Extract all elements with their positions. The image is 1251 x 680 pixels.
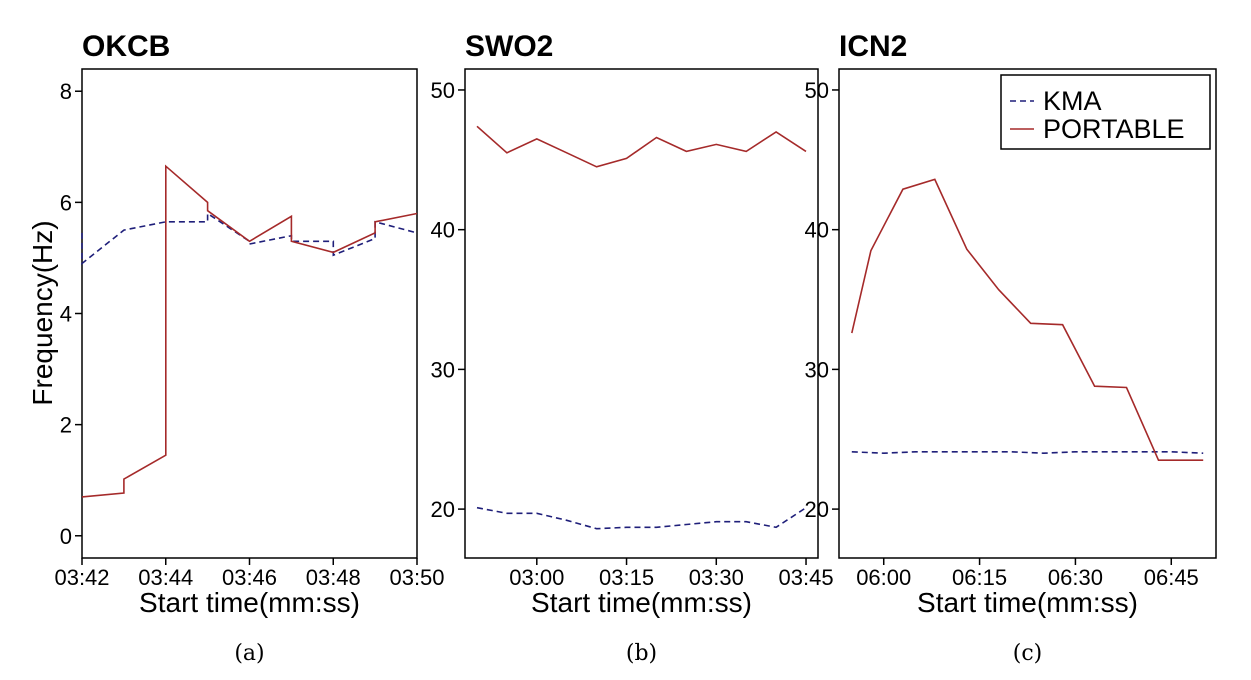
x-axis-label: Start time(mm:ss)	[139, 587, 360, 618]
x-tick-label: 06:45	[1144, 565, 1199, 590]
y-tick-label: 0	[60, 524, 72, 549]
y-tick-label: 20	[431, 497, 455, 522]
x-axis-label: Start time(mm:ss)	[531, 587, 752, 618]
x-tick-label: 03:15	[599, 565, 654, 590]
panel-caption: (a)	[234, 641, 264, 666]
y-tick-label: 2	[60, 413, 72, 438]
plot-frame	[81, 68, 418, 559]
panel-okcb: OKCB 0 2 4 6 8 03:42 03:44 03:46 03:48 03:50 Start …	[54, 30, 444, 666]
x-axis-label: Start time(mm:ss)	[917, 587, 1138, 618]
panel-caption: (c)	[1013, 641, 1043, 666]
x-tick-label: 03:50	[389, 565, 444, 590]
y-tick-label: 30	[805, 357, 829, 382]
y-axis-label: Frequency(Hz)	[27, 220, 58, 405]
series-line-portable	[851, 178, 1204, 462]
y-tick-label: 4	[60, 302, 72, 327]
legend-label-kma: KMA	[1043, 86, 1102, 116]
series-line-kma	[81, 212, 418, 266]
legend-label-portable: PORTABLE	[1043, 114, 1185, 144]
x-tick-label: 06:30	[1048, 565, 1103, 590]
series-line-portable	[476, 125, 807, 168]
x-tick-label: 03:44	[138, 565, 193, 590]
x-tick-label: 06:15	[952, 565, 1007, 590]
x-tick-label: 03:42	[54, 565, 109, 590]
panel-title: ICN2	[839, 30, 907, 63]
x-tick-label: 03:46	[222, 565, 277, 590]
legend-box	[1000, 74, 1211, 150]
series-line-portable	[81, 164, 418, 498]
y-tick-label: 40	[805, 218, 829, 243]
plot-frame	[464, 68, 819, 559]
x-tick-label: 03:30	[689, 565, 744, 590]
x-tick-label: 03:45	[779, 565, 834, 590]
y-tick-label: 50	[805, 78, 829, 103]
y-tick-label: 40	[431, 218, 455, 243]
x-tick-label: 03:00	[509, 565, 564, 590]
panel-swo2: SWO2 20 30 40 50 03:00 03:15 03:30 03:45 Start ti…	[431, 30, 834, 666]
panel-caption: (b)	[626, 641, 657, 666]
panel-title: OKCB	[82, 30, 170, 63]
y-tick-label: 6	[60, 190, 72, 215]
y-tick-label: 20	[805, 497, 829, 522]
panel-title: SWO2	[465, 30, 553, 63]
y-tick-label: 50	[431, 78, 455, 103]
series-line-kma	[851, 450, 1204, 455]
x-tick-label: 06:00	[856, 565, 911, 590]
x-tick-label: 03:48	[306, 565, 361, 590]
y-tick-label: 8	[60, 79, 72, 104]
y-tick-label: 30	[431, 357, 455, 382]
plot-frame	[838, 68, 1217, 559]
series-line-kma	[476, 506, 807, 530]
